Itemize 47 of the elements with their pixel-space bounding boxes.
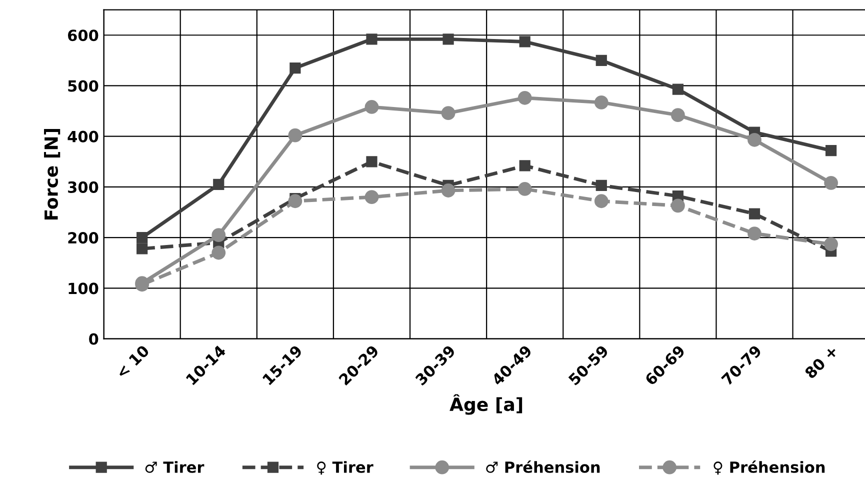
point <box>364 100 379 114</box>
point <box>824 237 838 252</box>
point <box>671 198 685 213</box>
point <box>518 182 532 196</box>
legend-label: ♀ Tirer <box>317 461 374 475</box>
y-tick-label: 400 <box>68 130 98 142</box>
point <box>672 84 684 95</box>
point <box>824 176 838 190</box>
point <box>288 128 302 142</box>
point <box>442 34 454 45</box>
point <box>441 106 456 120</box>
point <box>366 156 378 168</box>
point <box>518 90 532 105</box>
point <box>212 246 226 260</box>
y-tick-label: 0 <box>89 333 98 345</box>
legend-label: ♀ Préhension <box>714 460 825 475</box>
y-axis-title: Force [N] <box>44 128 60 220</box>
legend-label: ♂ Préhension <box>486 460 600 473</box>
point <box>748 226 762 240</box>
point <box>596 54 607 66</box>
point <box>519 160 530 172</box>
y-tick-label: 300 <box>68 181 98 193</box>
x-tick-label: < 10 <box>116 344 150 379</box>
point <box>594 95 608 110</box>
point <box>594 194 608 208</box>
point <box>136 232 148 244</box>
point <box>136 243 148 254</box>
point <box>290 62 301 74</box>
point <box>441 184 456 198</box>
x-axis-title: Âge [a] <box>450 394 522 415</box>
point <box>748 208 760 220</box>
point <box>825 144 837 156</box>
point <box>748 132 762 147</box>
x-tick-label: 80 + <box>804 344 838 380</box>
point <box>366 34 378 45</box>
point <box>213 178 224 190</box>
point <box>288 194 302 208</box>
point <box>596 180 607 191</box>
y-tick-label: 600 <box>68 30 98 42</box>
y-tick-label: 500 <box>68 80 98 92</box>
legend-label: ♂ Tirer <box>145 461 204 473</box>
y-tick-label: 200 <box>68 232 98 244</box>
y-tick-label: 100 <box>68 282 98 294</box>
point <box>212 228 226 242</box>
point <box>671 108 685 122</box>
point <box>364 190 379 204</box>
point <box>519 36 530 48</box>
